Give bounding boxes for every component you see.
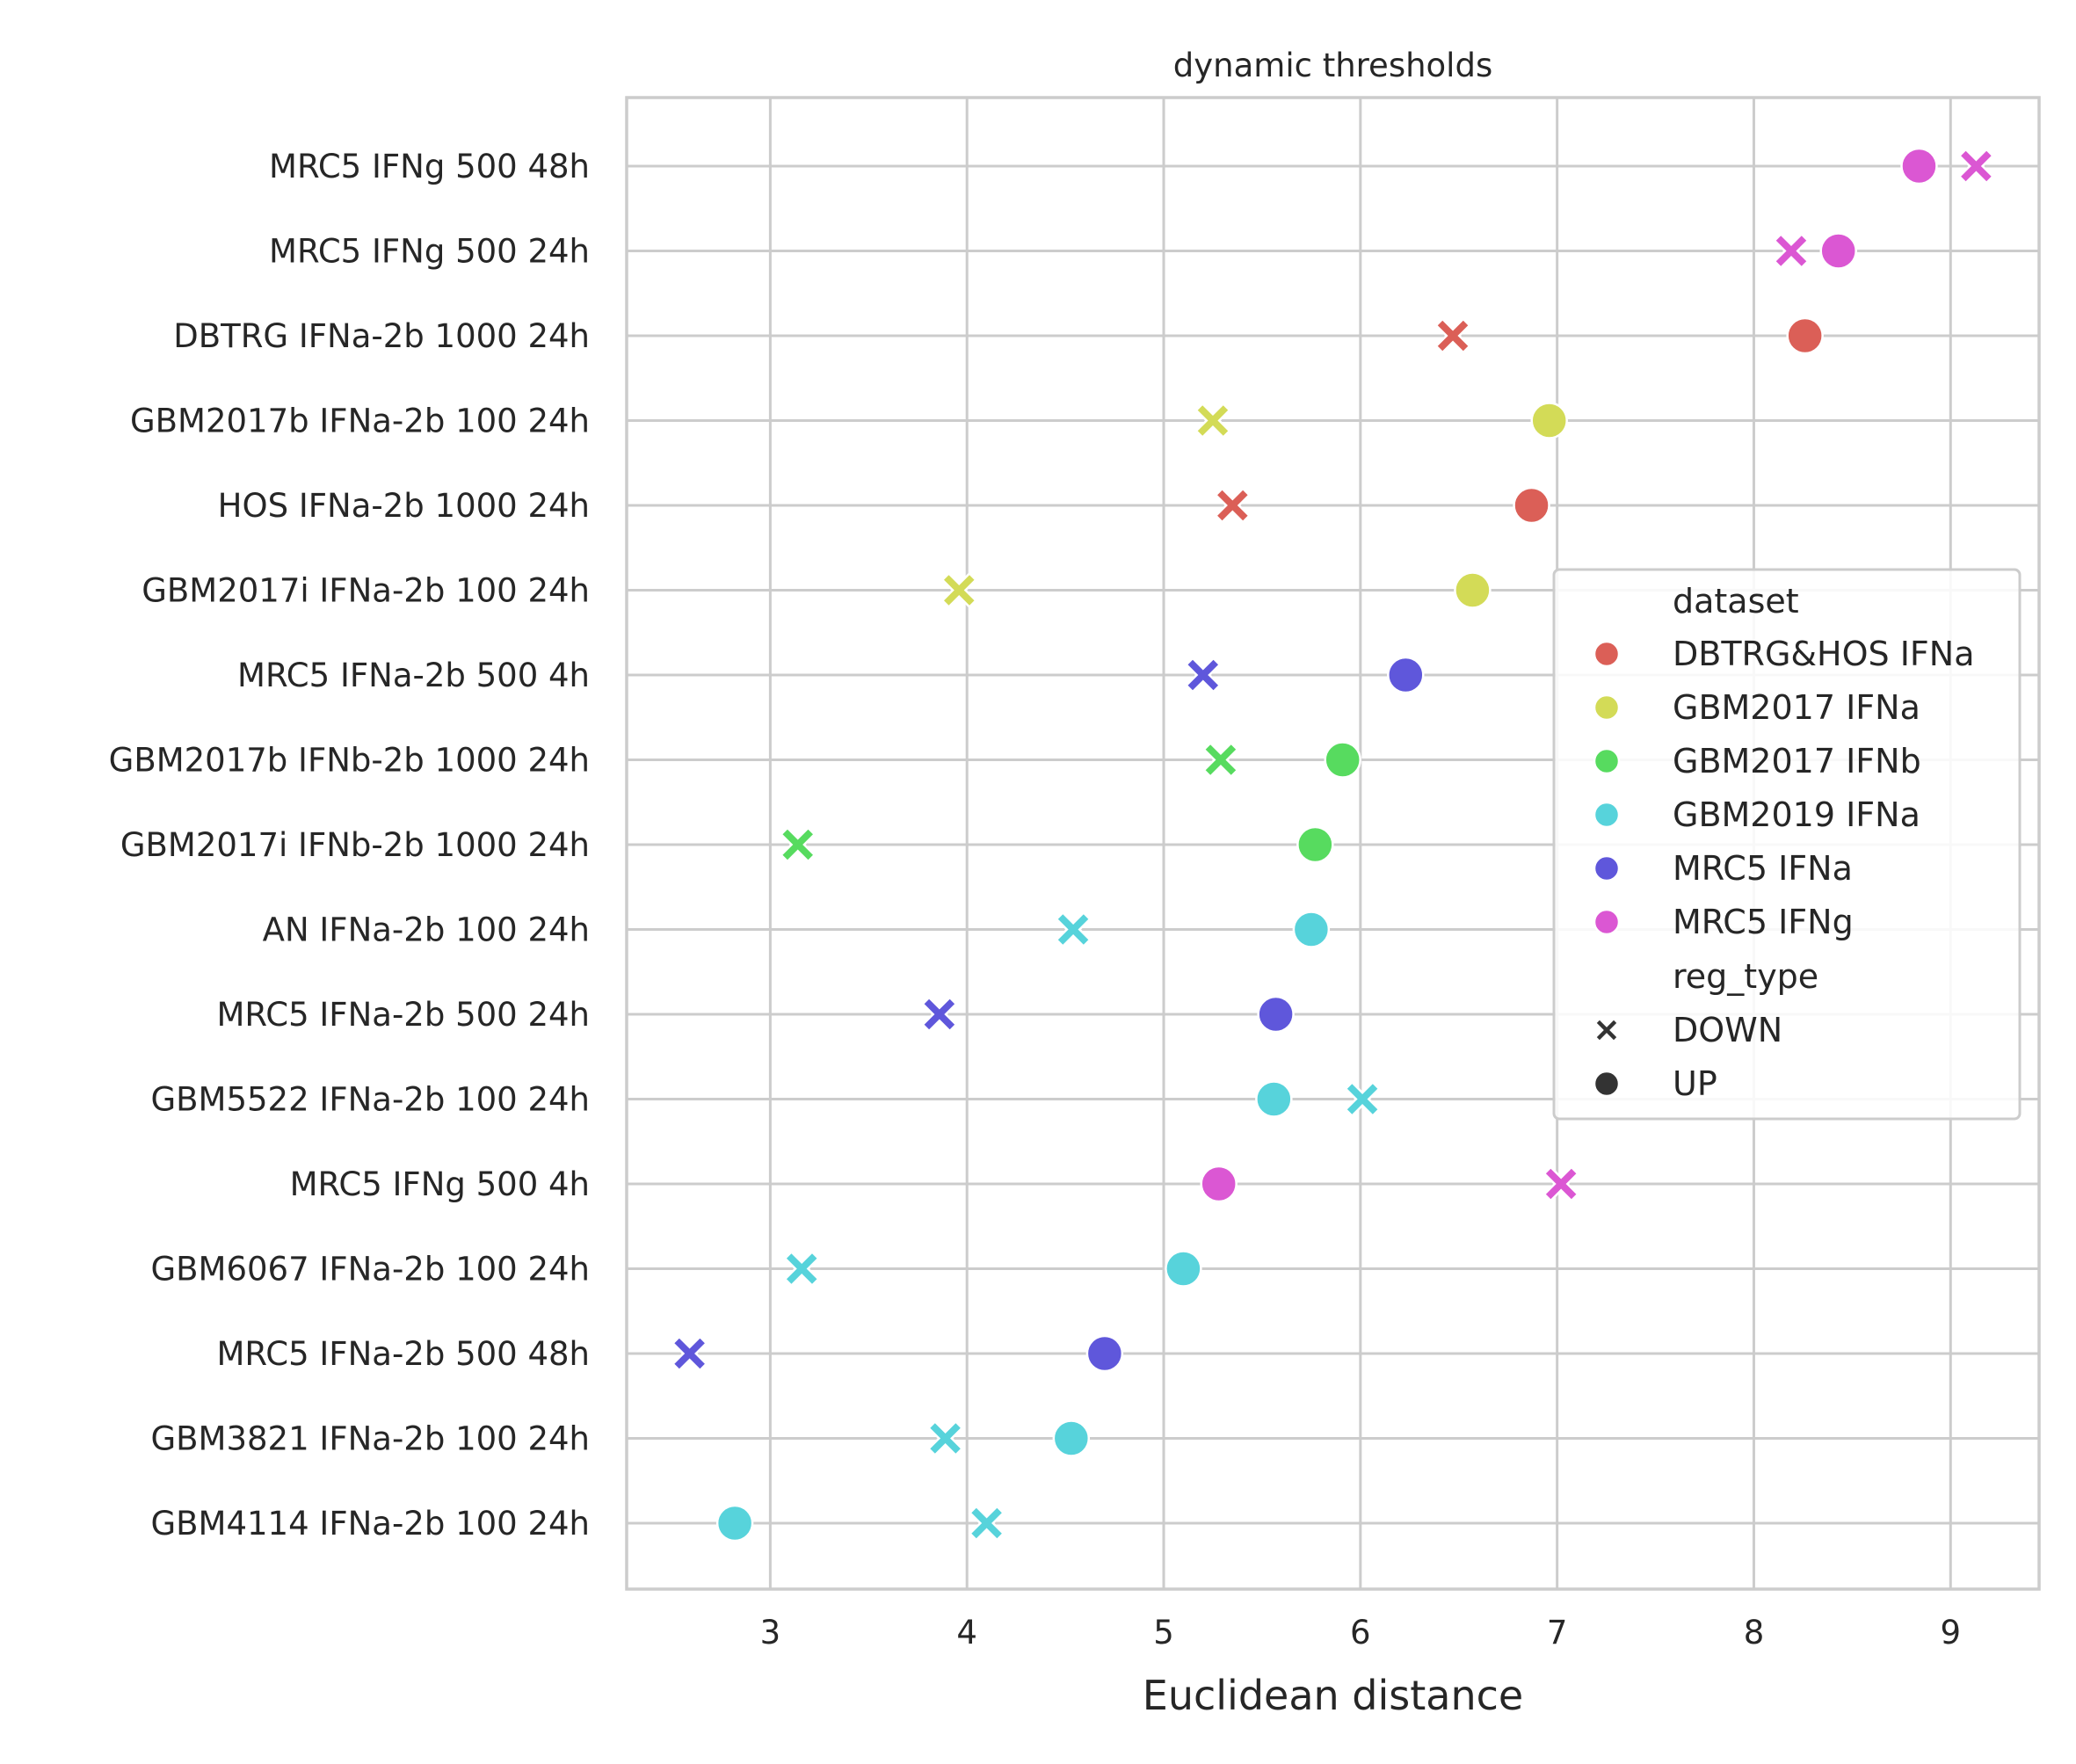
legend-dataset-marker [1593,640,1621,668]
legend-dataset-label: GBM2017 IFNa [1673,688,1920,727]
y-tick-label: MRC5 IFNa-2b 500 4h [237,657,590,694]
legend-dataset-items: DBTRG&HOS IFNa GBM2017 IFNa GBM2017 IFNb GB… [1593,635,1974,941]
plot-frame [625,96,2041,1591]
data-point-down [671,1335,708,1372]
legend-dataset-marker [1593,693,1621,722]
x-tick-label: 3 [760,1614,781,1651]
y-tick-label: GBM2017b IFNb-2b 1000 24h [109,742,590,780]
y-tick-labels: MRC5 IFNg 500 48h MRC5 IFNg 500 24h DBTRG … [109,148,590,1543]
y-tick-label: MRC5 IFNg 500 24h [269,233,590,271]
x-axis-label: Euclidean distance [1143,1672,1523,1719]
data-point-up [1387,656,1425,694]
data-point-up [715,1504,754,1543]
data-points [671,147,1995,1543]
data-point-up [1786,316,1824,355]
legend-dataset-marker [1593,801,1621,829]
legend-box [1552,568,2022,1121]
data-point-down [921,996,958,1033]
y-tick-label: GBM6067 IFNa-2b 100 24h [151,1251,591,1289]
y-tick-label: GBM3821 IFNa-2b 100 24h [151,1420,591,1458]
legend-reg-type-items: DOWN UP [1593,1011,1782,1103]
data-point-up [1324,741,1361,779]
data-point-up [1052,1419,1091,1457]
legend-up-marker [1593,1070,1621,1098]
data-point-down [783,1250,820,1288]
data-point-down [1194,402,1231,439]
y-tick-label: GBM2017b IFNa-2b 100 24h [130,403,590,440]
data-point-up [1165,1250,1202,1288]
data-point-up [1900,147,1938,185]
legend-dataset-marker [1593,908,1621,936]
legend-down-marker [1593,1017,1620,1043]
data-point-down [1957,148,1995,185]
legend-reg-type-label: UP [1673,1064,1717,1103]
legend: dataset DBTRG&HOS IFNa GBM2017 IFNa GBM201… [1552,568,2022,1121]
data-point-up [1085,1334,1124,1373]
legend-dataset-label: DBTRG&HOS IFNa [1673,635,1974,673]
legend-dataset-label: MRC5 IFNa [1673,849,1853,888]
legend-reg-type-label: DOWN [1673,1011,1782,1049]
data-point-down [1185,657,1222,693]
x-tick-labels: 3 4 5 6 7 8 9 [760,1614,1961,1651]
legend-dataset-marker [1593,747,1621,775]
data-point-up [1292,911,1331,948]
x-tick-label: 5 [1153,1614,1174,1651]
data-point-up [1819,232,1857,270]
y-tick-label: GBM2017i IFNa-2b 100 24h [142,572,590,610]
legend-dataset-label: GBM2017 IFNb [1673,742,1921,780]
y-tick-label: GBM4114 IFNa-2b 100 24h [151,1505,591,1543]
data-point-up [1296,825,1334,864]
y-tick-label: MRC5 IFNa-2b 500 48h [216,1335,590,1373]
x-tick-label: 8 [1744,1614,1765,1651]
legend-dataset-label: MRC5 IFNg [1673,903,1854,941]
chart-title: dynamic thresholds [1173,47,1492,84]
y-tick-label: MRC5 IFNg 500 4h [290,1165,590,1203]
data-point-up [1454,571,1492,609]
data-point-down [1344,1080,1381,1118]
data-point-down [968,1505,1005,1542]
y-tick-label: AN IFNa-2b 100 24h [263,911,590,949]
data-point-down [1214,487,1252,524]
data-point-down [1202,741,1239,779]
data-point-down [940,571,978,609]
legend-hue-title: dataset [1673,582,1799,621]
y-tick-label: GBM2017i IFNb-2b 1000 24h [120,826,590,864]
legend-style-title: reg_type [1673,957,1818,996]
data-point-down [1055,911,1092,948]
data-point-down [926,1419,964,1457]
y-tick-label: HOS IFNa-2b 1000 24h [218,487,590,525]
data-point-up [1530,402,1568,439]
data-point-down [1773,232,1810,270]
data-point-up [1513,486,1550,525]
y-tick-label: GBM5522 IFNa-2b 100 24h [151,1081,591,1119]
x-tick-label: 4 [956,1614,977,1651]
data-point-up [1257,995,1295,1034]
data-point-down [1434,317,1471,354]
data-point-up [1255,1080,1293,1118]
data-point-up [1200,1165,1238,1203]
x-tick-label: 9 [1941,1614,1962,1651]
data-point-down [779,826,817,863]
legend-dataset-label: GBM2019 IFNa [1673,795,1920,834]
legend-dataset-marker [1593,854,1621,882]
data-point-down [1542,1165,1579,1202]
x-tick-label: 6 [1350,1614,1371,1651]
y-tick-label: MRC5 IFNg 500 48h [269,148,590,185]
y-tick-label: MRC5 IFNa-2b 500 24h [216,996,590,1034]
x-tick-label: 7 [1547,1614,1568,1651]
y-tick-label: DBTRG IFNa-2b 1000 24h [173,317,590,355]
